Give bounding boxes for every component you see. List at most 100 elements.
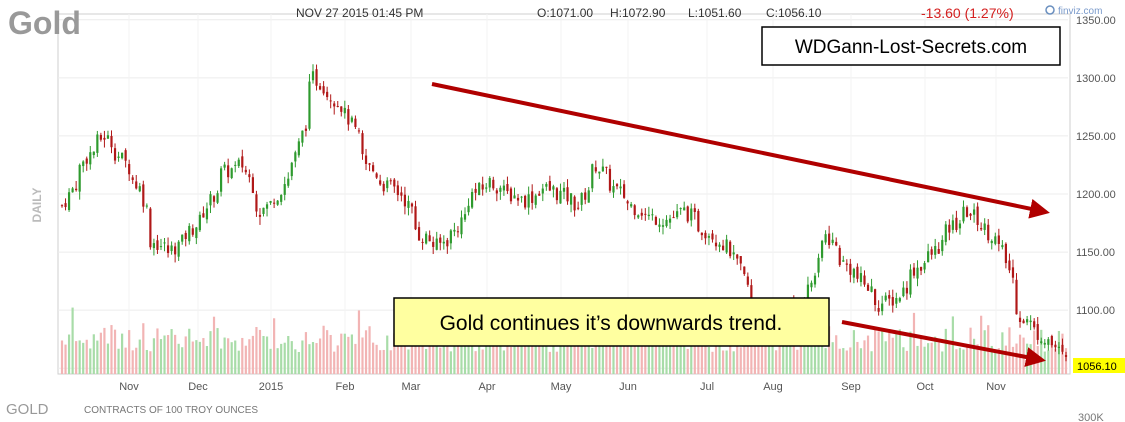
candle-body xyxy=(842,260,845,262)
volume-bar xyxy=(241,337,244,374)
volume-bar xyxy=(191,341,194,374)
volume-bar xyxy=(106,343,110,374)
volume-bar xyxy=(202,338,205,374)
volume-bar xyxy=(859,348,863,374)
candle-body xyxy=(1001,245,1004,248)
volume-bar xyxy=(828,326,831,374)
candle-body xyxy=(198,214,201,231)
candle-body xyxy=(287,178,290,186)
volume-bar xyxy=(145,349,148,374)
volume-bar xyxy=(435,341,438,374)
x-tick-label: May xyxy=(551,381,572,393)
volume-bar xyxy=(746,327,749,374)
volume-bar xyxy=(891,337,894,374)
volume-bar xyxy=(386,335,389,374)
header-close: C:1056.10 xyxy=(766,6,822,20)
volume-bar xyxy=(121,333,124,374)
volume-scale-label: 300K xyxy=(1078,412,1104,422)
candle-body xyxy=(386,180,389,189)
volume-bar xyxy=(131,350,134,374)
candle-body xyxy=(654,217,658,225)
volume-bar xyxy=(382,349,385,374)
volume-bar xyxy=(85,339,88,374)
volume-bar xyxy=(902,347,905,374)
volume-bar xyxy=(209,331,212,374)
volume-bar xyxy=(916,345,919,374)
volume-bar xyxy=(884,341,887,374)
candle-body xyxy=(714,242,718,247)
volume-bar xyxy=(909,331,912,374)
volume-bar xyxy=(258,329,262,374)
candle-body xyxy=(534,195,537,205)
candle-body xyxy=(509,188,513,202)
candle-body xyxy=(721,245,725,251)
candle-body xyxy=(417,227,421,241)
candle-body xyxy=(1029,320,1032,323)
volume-bar xyxy=(347,336,350,374)
candle-body xyxy=(502,185,505,191)
volume-bar xyxy=(1050,343,1053,374)
candle-body xyxy=(912,267,916,276)
x-tick-label: Aug xyxy=(763,381,783,393)
volume-bar xyxy=(700,329,703,374)
candle-body xyxy=(828,233,831,246)
candle-body xyxy=(630,204,633,207)
candle-body xyxy=(142,184,145,207)
candle-body xyxy=(96,134,99,153)
volume-bar xyxy=(654,329,658,374)
volume-bar xyxy=(269,348,272,374)
volume-bar xyxy=(990,345,993,374)
volume-bar xyxy=(113,329,117,374)
volume-bar xyxy=(955,349,958,374)
candle-body xyxy=(322,86,325,94)
candle-body xyxy=(1061,344,1064,352)
volume-bar xyxy=(799,337,802,374)
candle-body xyxy=(516,197,520,201)
volume-bar xyxy=(467,330,470,374)
candle-body xyxy=(594,167,597,172)
volume-bar xyxy=(478,331,481,374)
volume-bar xyxy=(711,351,714,374)
candle-body xyxy=(347,109,350,125)
candle-body xyxy=(75,188,78,191)
candle-body xyxy=(806,284,810,301)
volume-bar xyxy=(782,343,785,374)
volume-bar xyxy=(714,342,718,374)
candle-body xyxy=(637,215,640,218)
candle-body xyxy=(909,269,912,295)
candle-body xyxy=(117,156,120,158)
volume-bar xyxy=(796,349,799,374)
candle-body xyxy=(934,246,937,255)
candle-body xyxy=(538,193,541,196)
volume-bar xyxy=(329,334,332,374)
volume-bar xyxy=(707,346,711,374)
volume-bar xyxy=(67,334,71,374)
candle-body xyxy=(683,207,686,211)
volume-bar xyxy=(439,347,442,374)
volume-bar xyxy=(626,336,629,374)
volume-bar xyxy=(326,330,329,374)
candle-body xyxy=(368,163,371,165)
candle-body xyxy=(863,275,866,285)
candle-body xyxy=(972,209,976,215)
volume-bar xyxy=(739,347,742,374)
volume-bar xyxy=(481,349,484,374)
volume-bar xyxy=(1011,346,1015,374)
volume-bar xyxy=(969,327,972,374)
volume-bar xyxy=(683,331,686,374)
candle-body xyxy=(736,254,739,259)
candle-body xyxy=(216,193,219,203)
candle-body xyxy=(750,285,753,306)
x-tick-label: Jul xyxy=(700,381,714,393)
volume-bar xyxy=(736,334,739,374)
candle-body xyxy=(421,241,424,243)
volume-bar xyxy=(460,331,463,374)
candle-body xyxy=(633,205,636,216)
candle-body xyxy=(559,190,562,204)
volume-bar xyxy=(927,343,930,374)
volume-bar xyxy=(806,339,810,374)
header-open: O:1071.00 xyxy=(537,6,593,20)
volume-bar xyxy=(163,335,166,374)
candle-body xyxy=(449,230,452,244)
candle-body xyxy=(1043,342,1046,345)
